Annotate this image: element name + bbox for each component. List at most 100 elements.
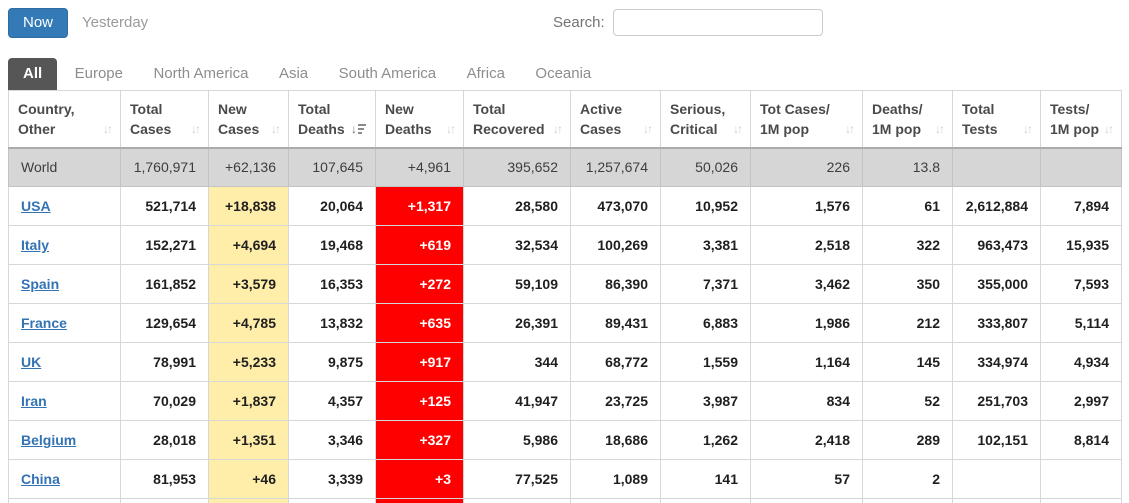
covid-stats-table: Country, Other ↓↑↓ Total Cases ↓↑↓ New C… (8, 89, 1122, 503)
sort-icon: ↓↑↓ (1023, 121, 1033, 136)
cell-active-cases: 86,390 (570, 264, 661, 305)
cell-total-cases: 129,654 (120, 303, 209, 344)
tab-south-america[interactable]: South America (338, 65, 437, 82)
column-header-new-deaths[interactable]: New Deaths ↓↑↓ (375, 89, 464, 149)
cell-total-recovered: 32,534 (463, 225, 571, 266)
tab-north-america[interactable]: North America (153, 65, 249, 82)
cell-total-recovered: 26,391 (463, 303, 571, 344)
column-header-new-cases[interactable]: New Cases ↓↑↓ (208, 89, 289, 149)
tab-oceania[interactable]: Oceania (535, 65, 592, 82)
cell-total-deaths: 20,064 (288, 186, 376, 227)
column-header-country[interactable]: Country, Other ↓↑↓ (8, 89, 121, 149)
cell-total-recovered: 28,580 (463, 186, 571, 227)
tab-europe[interactable]: Europe (74, 65, 123, 82)
sort-icon: ↓↑↓ (191, 121, 201, 136)
cell-total-deaths: 3,346 (288, 420, 376, 461)
cell-new-deaths: +327 (375, 420, 464, 461)
sort-icon: ↓↑↓ (643, 121, 653, 136)
cell-total-tests: 333,807 (952, 303, 1041, 344)
sort-icon: ↓↑↓ (733, 121, 743, 136)
table-row-china: China 81,953 +46 3,339 +3 77,525 1,089 1… (8, 459, 1122, 500)
cell-total-tests: 2,612,884 (952, 186, 1041, 227)
cell-serious-critical: 10,952 (660, 186, 751, 227)
column-header-active-cases[interactable]: Active Cases ↓↑↓ (570, 89, 661, 149)
table-row-usa: USA 521,714 +18,838 20,064 +1,317 28,580… (8, 186, 1122, 227)
cell-cases-per-1m: 2,518 (750, 225, 863, 266)
country-link[interactable]: Iran (21, 393, 47, 410)
cell-new-deaths: +272 (375, 264, 464, 305)
cell-total-cases: 81,953 (120, 459, 209, 500)
cell-active-cases: 1,089 (570, 459, 661, 500)
cell-active-cases: 100,269 (570, 225, 661, 266)
cell-total-recovered: 77,525 (463, 459, 571, 500)
column-header-total-cases[interactable]: Total Cases ↓↑↓ (120, 89, 209, 149)
cell-country: Iran (8, 381, 121, 422)
cell-country: France (8, 303, 121, 344)
sort-icon: ↓↑↓ (845, 121, 855, 136)
cell-new-cases: +4,785 (208, 303, 289, 344)
cell-total-deaths: 107,645 (288, 147, 376, 188)
column-header-serious-critical[interactable]: Serious, Critical ↓↑↓ (660, 89, 751, 149)
cell-tests-per-1m: 7,894 (1040, 186, 1122, 227)
country-link[interactable]: France (21, 315, 67, 332)
column-header-total-tests[interactable]: Total Tests ↓↑↓ (952, 89, 1041, 149)
search-input[interactable] (612, 9, 823, 36)
cell-total-deaths: 9,875 (288, 342, 376, 383)
country-link[interactable]: Belgium (21, 432, 77, 449)
cell-total-recovered: 5,986 (463, 420, 571, 461)
sort-desc-icon: ↓↑↓ (351, 121, 366, 138)
column-header-tests-per-1m[interactable]: Tests/ 1M pop ↓↑↓ (1040, 89, 1122, 149)
cell-deaths-per-1m: 350 (862, 264, 953, 305)
column-header-total-deaths[interactable]: Total Deaths ↓↑↓ (288, 89, 376, 149)
cell-tests-per-1m: 4,934 (1040, 342, 1122, 383)
cell-deaths-per-1m: 61 (862, 186, 953, 227)
cell-total-cases: 152,271 (120, 225, 209, 266)
cell-cases-per-1m: 57 (750, 459, 863, 500)
sort-icon: ↓↑↓ (271, 121, 281, 136)
cell-deaths-per-1m: 145 (862, 342, 953, 383)
cell-tests-per-1m (1040, 147, 1122, 188)
sort-icon: ↓↑↓ (935, 121, 945, 136)
cell-cases-per-1m: 2,418 (750, 420, 863, 461)
cell-total-deaths: 19,468 (288, 225, 376, 266)
table-row-iran: Iran 70,029 +1,837 4,357 +125 41,947 23,… (8, 381, 1122, 422)
table-row-uk: UK 78,991 +5,233 9,875 +917 344 68,772 1… (8, 342, 1122, 383)
cell-total-tests: 334,974 (952, 342, 1041, 383)
yesterday-button[interactable]: Yesterday (72, 8, 158, 37)
cell-new-cases: +4,694 (208, 225, 289, 266)
now-button[interactable]: Now (8, 8, 69, 38)
cell-total-tests: 963,473 (952, 225, 1041, 266)
column-header-deaths-per-1m[interactable]: Deaths/ 1M pop ↓↑↓ (862, 89, 953, 149)
cell-deaths-per-1m: 52 (862, 381, 953, 422)
cell-tests-per-1m: 7,593 (1040, 264, 1122, 305)
cell-serious-critical: 1,262 (660, 420, 751, 461)
cell-tests-per-1m: 8,814 (1040, 420, 1122, 461)
country-link[interactable]: USA (21, 198, 51, 215)
column-header-total-recovered[interactable]: Total Recovered ↓↑↓ (463, 89, 571, 149)
cell-new-cases: +1,837 (208, 381, 289, 422)
cell-total-recovered: 395,652 (463, 147, 571, 188)
cell-total-cases: 70,029 (120, 381, 209, 422)
table-row-france: France 129,654 +4,785 13,832 +635 26,391… (8, 303, 1122, 344)
cell-country: Belgium (8, 420, 121, 461)
cell-serious-critical: 3,987 (660, 381, 751, 422)
country-link[interactable]: UK (21, 354, 42, 371)
cell-total-tests: 251,703 (952, 381, 1041, 422)
cell-new-cases: +18,838 (208, 186, 289, 227)
cell-total-recovered: 59,109 (463, 264, 571, 305)
cell-new-cases: +5,233 (208, 342, 289, 383)
tab-asia[interactable]: Asia (278, 65, 309, 82)
tab-africa[interactable]: Africa (466, 65, 505, 82)
cell-total-cases: 78,991 (120, 342, 209, 383)
country-link[interactable]: Spain (21, 276, 60, 293)
cell-active-cases: 68,772 (570, 342, 661, 383)
cell-total-deaths: 3,339 (288, 459, 376, 500)
cell-total-recovered: 41,947 (463, 381, 571, 422)
cell-serious-critical: 3,381 (660, 225, 751, 266)
cell-total-tests: 102,151 (952, 420, 1041, 461)
country-link[interactable]: Italy (21, 237, 50, 254)
column-header-cases-per-1m[interactable]: Tot Cases/ 1M pop ↓↑↓ (750, 89, 863, 149)
tab-all[interactable]: All (8, 58, 58, 90)
cell-new-deaths: +1,317 (375, 186, 464, 227)
country-link[interactable]: China (21, 471, 60, 488)
